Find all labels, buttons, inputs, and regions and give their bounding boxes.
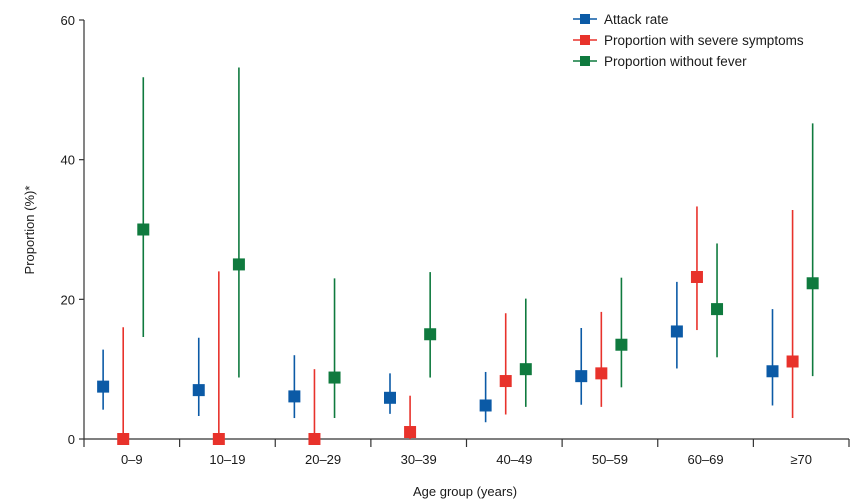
data-point bbox=[519, 363, 532, 376]
data-point bbox=[212, 433, 225, 445]
data-point bbox=[766, 365, 779, 378]
data-point bbox=[575, 370, 588, 383]
data-point bbox=[670, 325, 683, 338]
x-tick-label: ≥70 bbox=[790, 452, 812, 467]
data-point bbox=[711, 303, 724, 316]
legend-label: Attack rate bbox=[604, 12, 669, 27]
legend: Attack rate Proportion with severe sympto… bbox=[573, 12, 804, 69]
x-tick-label: 40–49 bbox=[496, 452, 532, 467]
data-point bbox=[288, 390, 301, 403]
data-point bbox=[595, 367, 608, 380]
x-tick-label: 30–39 bbox=[401, 452, 437, 467]
data-point bbox=[615, 338, 628, 351]
y-tick-label: 0 bbox=[68, 432, 75, 447]
data-point bbox=[137, 223, 150, 236]
legend-swatch-marker bbox=[580, 56, 590, 66]
x-tick-label: 0–9 bbox=[121, 452, 143, 467]
x-tick-label: 50–59 bbox=[592, 452, 628, 467]
data-point bbox=[117, 433, 130, 445]
data-point bbox=[404, 426, 417, 439]
data-point bbox=[192, 384, 205, 397]
y-tick-label: 40 bbox=[61, 153, 75, 168]
data-point bbox=[328, 371, 341, 384]
x-tick-label: 20–29 bbox=[305, 452, 341, 467]
legend-label: Proportion with severe symptoms bbox=[604, 33, 804, 48]
data-point bbox=[690, 270, 703, 283]
data-point bbox=[499, 375, 512, 388]
legend-label: Proportion without fever bbox=[604, 54, 747, 69]
x-axis-title: Age group (years) bbox=[413, 484, 517, 499]
x-tick-label: 10–19 bbox=[209, 452, 245, 467]
data-point bbox=[97, 380, 110, 393]
x-tick-label: 60–69 bbox=[687, 452, 723, 467]
data-point bbox=[479, 399, 492, 412]
y-tick-label: 20 bbox=[61, 292, 75, 307]
legend-swatch-marker bbox=[580, 35, 590, 45]
data-point bbox=[806, 277, 819, 290]
data-point bbox=[384, 391, 396, 404]
legend-swatch-marker bbox=[580, 14, 590, 24]
axes: 0 20 40 60 0–9 10–19 20–29 30–39 40–49 50–59 60–69… bbox=[61, 13, 850, 467]
y-axis-title: Proportion (%)* bbox=[22, 186, 37, 275]
chart-marks bbox=[97, 67, 819, 445]
data-point bbox=[424, 328, 437, 341]
data-point bbox=[786, 355, 799, 368]
data-point bbox=[308, 433, 321, 445]
data-point bbox=[232, 258, 245, 271]
y-tick-label: 60 bbox=[61, 13, 75, 28]
